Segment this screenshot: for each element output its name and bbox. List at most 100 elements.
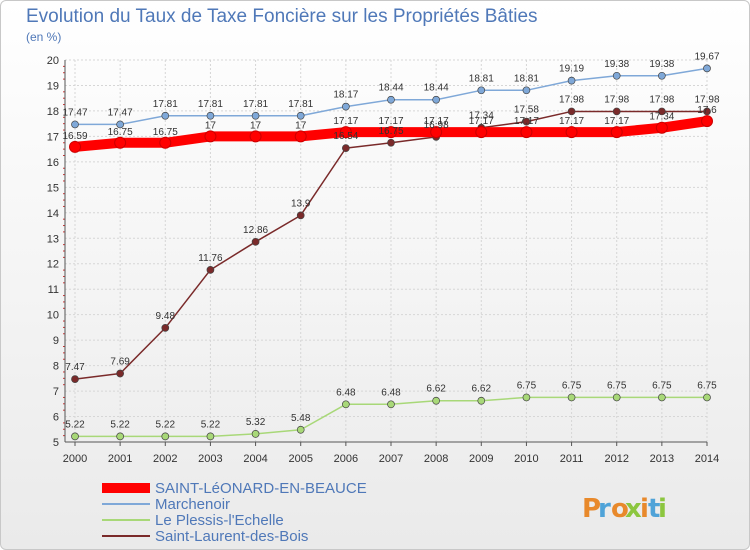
data-label: 17.81 (288, 99, 313, 110)
data-label: 17.17 (333, 116, 358, 127)
data-label: 16.98 (424, 120, 449, 131)
proxiti-logo: Pr oxi ti (582, 494, 667, 524)
data-label: 17.34 (469, 111, 494, 122)
data-label: 6.48 (381, 387, 401, 398)
data-point (161, 111, 170, 120)
data-point (342, 102, 350, 111)
y-tick-label: 19 (47, 80, 59, 92)
data-point (71, 375, 79, 383)
data-label: 18.44 (424, 83, 449, 94)
data-label: 17.98 (649, 94, 674, 105)
data-label: 6.75 (697, 380, 717, 391)
data-label: 17.17 (424, 116, 449, 127)
y-tick-label: 13 (47, 233, 59, 245)
data-point (296, 111, 305, 120)
data-label: 19.67 (694, 51, 719, 62)
data-label: 17 (250, 120, 262, 131)
data-label: 16.59 (62, 131, 87, 142)
data-label: 5.22 (110, 419, 130, 430)
y-tick-label: 6 (53, 412, 59, 424)
x-tick-label: 2014 (695, 453, 719, 465)
logo-letter: P (582, 494, 601, 524)
y-tick-label: 15 (47, 182, 59, 194)
x-tick-label: 2001 (108, 453, 132, 465)
data-point (206, 432, 215, 441)
y-tick-label: 7 (53, 386, 59, 398)
x-tick-label: 2004 (243, 453, 267, 465)
y-tick-label: 9 (53, 335, 59, 347)
axes (63, 60, 708, 446)
y-tick-label: 5 (53, 437, 59, 449)
data-point (251, 237, 260, 246)
data-label: 17.17 (514, 116, 539, 127)
y-tick-label: 12 (47, 259, 59, 271)
legend-label: Saint-Laurent-des-Bois (155, 528, 308, 545)
data-label: 7.47 (65, 362, 85, 373)
data-point (432, 396, 440, 405)
data-point (612, 393, 621, 402)
y-tick-label: 20 (47, 55, 59, 67)
data-point (116, 120, 124, 129)
data-label: 19.38 (649, 59, 674, 70)
data-point (701, 115, 713, 128)
data-label: 16.75 (153, 127, 178, 138)
data-point (387, 95, 395, 104)
data-label: 6.62 (426, 384, 446, 395)
data-point (71, 432, 79, 441)
data-label: 18.17 (333, 90, 358, 101)
data-label: 13.9 (291, 198, 311, 209)
data-point (71, 120, 79, 129)
x-tick-label: 2006 (334, 453, 358, 465)
data-point (251, 430, 260, 438)
data-point (206, 265, 215, 274)
data-point (116, 432, 124, 441)
data-label: 5.22 (65, 419, 85, 430)
data-label: 19.38 (604, 59, 629, 70)
data-point (69, 140, 81, 153)
data-point (249, 130, 262, 143)
data-point (565, 126, 578, 139)
legend-label: Le Plessis-l'Echelle (155, 512, 284, 529)
data-point (430, 126, 443, 139)
data-point (655, 121, 668, 134)
series-group (69, 64, 713, 441)
data-label: 18.81 (514, 73, 539, 84)
data-label: 9.48 (156, 311, 176, 322)
data-point (342, 400, 350, 409)
y-tick-label: 8 (53, 361, 59, 373)
data-point (116, 369, 124, 378)
data-label: 17.47 (62, 107, 87, 118)
data-label: 17.17 (559, 116, 584, 127)
data-label: 6.75 (562, 380, 582, 391)
y-tick-label: 10 (47, 310, 59, 322)
data-point (206, 111, 215, 120)
data-label: 5.32 (246, 417, 266, 428)
x-tick-label: 2005 (288, 453, 312, 465)
x-tick-label: 2007 (379, 453, 403, 465)
data-label: 12.86 (243, 225, 268, 236)
data-label: 17.58 (514, 105, 539, 116)
data-point (161, 324, 170, 332)
data-label: 19.19 (559, 64, 584, 75)
logo-letter: x (625, 494, 642, 524)
data-label: 17.17 (604, 116, 629, 127)
data-label: 5.22 (201, 419, 221, 430)
chart-title: Evolution du Taux de Taxe Foncière sur l… (26, 6, 538, 27)
data-point (567, 393, 576, 402)
data-point (161, 432, 170, 441)
data-point (703, 393, 711, 402)
y-tick-label: 16 (47, 157, 59, 169)
y-tick-label: 14 (47, 208, 59, 220)
data-label: 17.98 (694, 94, 719, 105)
logo-letter: t (648, 494, 660, 524)
data-label: 11.76 (198, 253, 223, 264)
data-label: 6.75 (652, 380, 672, 391)
y-tick-labels: 5 6 7 8 9 10 11 12 13 14 15 16 17 18 19 20 (47, 55, 59, 449)
data-point (387, 400, 395, 409)
x-tick-label: 2011 (560, 453, 584, 465)
data-point (296, 425, 305, 434)
data-point (520, 126, 533, 139)
